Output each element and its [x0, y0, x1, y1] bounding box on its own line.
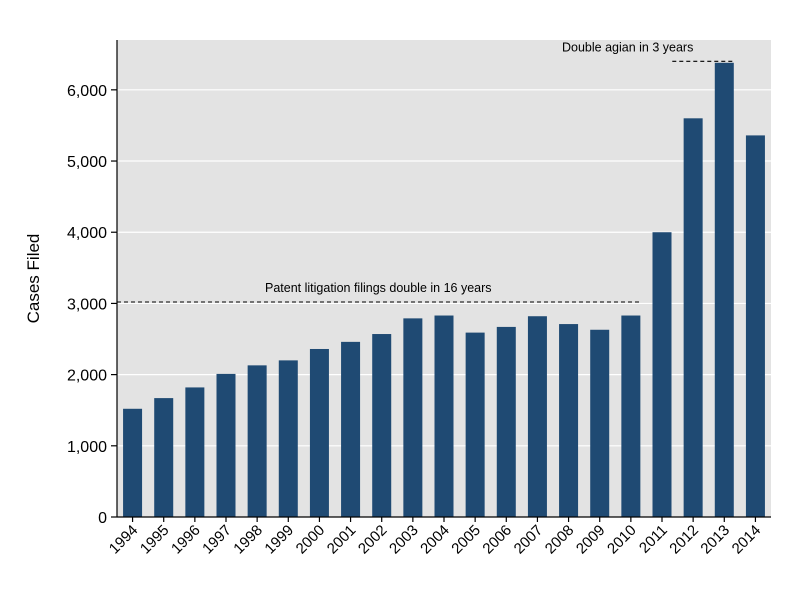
y-tick-label: 3,000	[67, 296, 107, 313]
x-tick-label: 1998	[230, 522, 266, 558]
x-tick-label: 2014	[729, 522, 765, 558]
bar-1999	[278, 360, 298, 517]
bar-2002	[372, 334, 392, 517]
y-tick-label: 1,000	[67, 439, 107, 456]
x-tick-label: 1994	[106, 522, 142, 558]
bar-2005	[465, 332, 485, 517]
y-ticks: 0 1,000 2,000 3,000 4,000 5,000 6,000	[67, 83, 117, 527]
bar-2010	[621, 315, 641, 517]
x-tick-label: 1996	[168, 522, 204, 558]
x-tick-label: 2004	[417, 522, 453, 558]
y-tick-label: 2,000	[67, 368, 107, 385]
y-tick-label: 4,000	[67, 225, 107, 242]
bar-1994	[123, 408, 143, 517]
x-ticks: 1994199519961997199819992000200120022003…	[106, 517, 764, 557]
y-tick-label: 0	[98, 510, 107, 527]
x-tick-label: 2010	[604, 522, 640, 558]
x-tick-label: 2007	[511, 522, 547, 558]
x-tick-label: 2001	[324, 522, 360, 558]
bar-2000	[309, 348, 329, 517]
y-tick-label: 5,000	[67, 154, 107, 171]
bar-2011	[652, 232, 672, 517]
bar-2006	[496, 326, 516, 517]
bar-2008	[559, 324, 579, 517]
annotation-text: Patent litigation filings double in 16 y…	[265, 281, 492, 295]
bar-2003	[403, 318, 423, 517]
x-tick-label: 2000	[293, 522, 329, 558]
y-axis-title: Cases Filed	[24, 234, 43, 324]
x-tick-label: 2008	[542, 522, 578, 558]
bar-1997	[216, 373, 236, 517]
bar-2004	[434, 315, 454, 517]
x-tick-label: 1997	[199, 522, 235, 558]
bars	[123, 62, 765, 518]
x-tick-label: 1995	[137, 522, 173, 558]
annotation-text: Double agian in 3 years	[562, 40, 693, 54]
x-tick-label: 2003	[386, 522, 422, 558]
bar-2012	[683, 118, 703, 518]
x-tick-label: 1999	[261, 522, 297, 558]
bar-1996	[185, 387, 205, 517]
y-tick-label: 6,000	[67, 83, 107, 100]
bar-1995	[154, 398, 174, 517]
x-tick-label: 2006	[479, 522, 515, 558]
x-tick-label: 2013	[697, 522, 733, 558]
bar-2009	[590, 329, 610, 517]
bar-2014	[745, 135, 765, 517]
x-tick-label: 2009	[573, 522, 609, 558]
x-tick-label: 2012	[666, 522, 702, 558]
x-tick-label: 2011	[636, 522, 671, 557]
bar-1998	[247, 365, 267, 517]
x-tick-label: 2005	[448, 522, 484, 558]
bar-2001	[341, 341, 361, 517]
x-tick-label: 2002	[355, 522, 391, 558]
bar-2013	[714, 62, 734, 517]
bar-2007	[527, 316, 547, 517]
annotations: Patent litigation filings double in 16 y…	[117, 40, 735, 303]
